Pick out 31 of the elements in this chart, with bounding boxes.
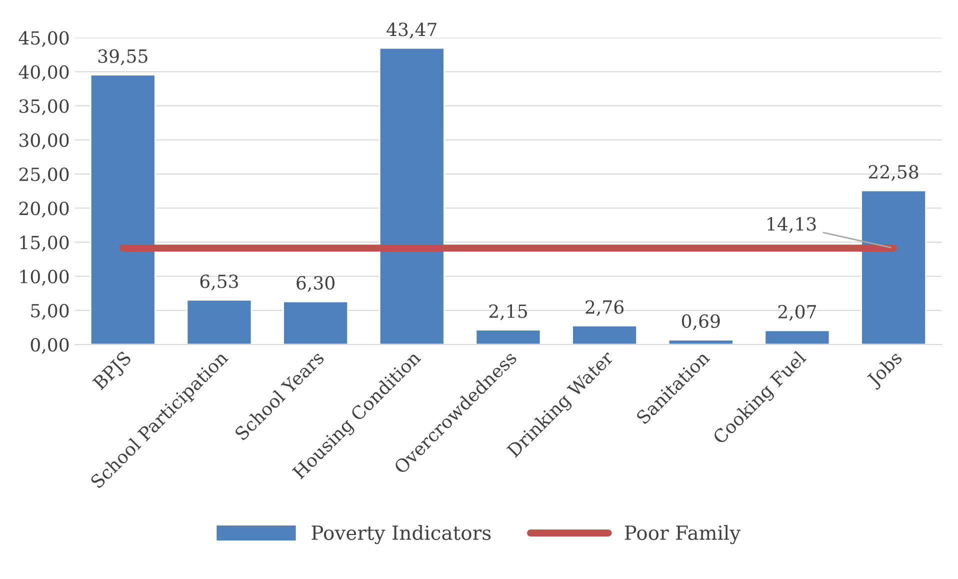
data-label: 6,30 <box>296 276 334 292</box>
data-label: 6,53 <box>200 274 238 290</box>
y-tick-label: 45,00 <box>18 31 69 47</box>
data-label: 14,13 <box>768 217 816 233</box>
legend-label: Poor Family <box>624 525 741 544</box>
bar <box>475 329 542 345</box>
legend-label: Poverty Indicators <box>312 525 491 544</box>
y-tick-label: 10,00 <box>20 270 69 286</box>
bar <box>668 339 734 345</box>
bar <box>186 299 252 345</box>
data-label: 2,15 <box>489 304 527 320</box>
y-tick-label: 40,00 <box>18 65 69 82</box>
data-label: 22,58 <box>868 165 918 181</box>
bar <box>378 47 445 345</box>
y-tick-label: 30,00 <box>20 133 69 150</box>
data-label: 2,76 <box>586 300 624 316</box>
y-tick-label: 15,00 <box>20 236 69 252</box>
data-label: 2,07 <box>778 304 816 321</box>
bar <box>282 300 349 345</box>
bar <box>764 330 830 345</box>
bar <box>860 190 927 345</box>
data-label: 43,47 <box>386 22 436 38</box>
y-tick-label: 35,00 <box>20 99 69 116</box>
bar <box>572 324 638 345</box>
y-tick-label: 5,00 <box>31 304 69 320</box>
data-label: 0,69 <box>682 314 720 330</box>
y-tick-label: 20,00 <box>19 202 69 218</box>
y-tick-label: 0,00 <box>30 338 69 354</box>
data-label: 39,55 <box>98 49 148 66</box>
bar <box>90 74 156 345</box>
y-tick-label: 25,00 <box>19 167 69 184</box>
